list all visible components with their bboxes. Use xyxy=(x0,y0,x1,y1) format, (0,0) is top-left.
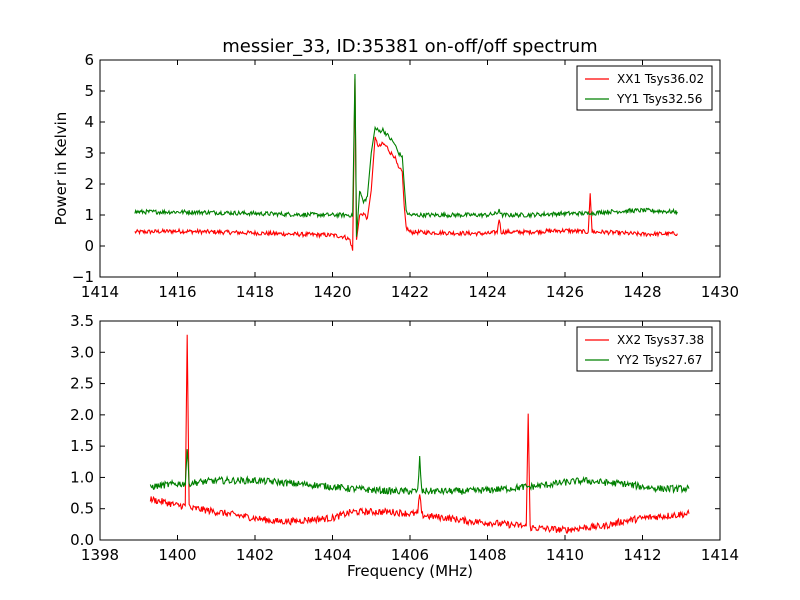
x-tick-label: 1404 xyxy=(313,546,351,564)
x-tick-label: 1412 xyxy=(623,546,661,564)
series-line-yy xyxy=(134,73,678,237)
x-tick-label: 1416 xyxy=(158,283,196,301)
y-tick-label: 1 xyxy=(84,206,94,224)
series-group xyxy=(149,334,690,534)
legend-box xyxy=(576,326,713,372)
figure-title: messier_33, ID:35381 on-off/off spectrum xyxy=(222,36,597,57)
x-tick-label: 1410 xyxy=(546,546,584,564)
legend-box xyxy=(576,65,713,111)
legend: XX2 Tsys37.38 YY2 Tsys27.67 xyxy=(576,326,713,372)
x-tick-label: 1398 xyxy=(81,546,119,564)
x-tick-label: 1406 xyxy=(391,546,429,564)
y-tick-label: 3.0 xyxy=(70,343,94,361)
y-tick-label: 0.5 xyxy=(70,500,94,518)
y-axis-label: Power in Kelvin xyxy=(52,112,70,226)
y-tick-label: 2 xyxy=(84,175,94,193)
y-tick-label: −1 xyxy=(72,268,94,286)
x-tick-label: 1402 xyxy=(236,546,274,564)
y-tick-label: 6 xyxy=(84,51,94,69)
x-tick-label: 1408 xyxy=(468,546,506,564)
series-line-xx xyxy=(134,78,678,251)
legend-label: XX2 Tsys37.38 xyxy=(617,333,704,347)
y-tick-label: 0.0 xyxy=(70,531,94,549)
y-tick-label: 2.5 xyxy=(70,375,94,393)
x-tick-label: 1422 xyxy=(391,283,429,301)
x-tick-label: 1414 xyxy=(81,283,119,301)
x-axis-label: Frequency (MHz) xyxy=(347,562,473,580)
series-group xyxy=(134,73,678,251)
y-tick-label: 0 xyxy=(84,237,94,255)
x-tick-label: 1418 xyxy=(236,283,274,301)
y-tick-label: 4 xyxy=(84,113,94,131)
bottom-spectrum-panel: 1398 1400 1402 1404 1406 1408 1410 1412 1414 0.0 0… xyxy=(70,312,739,580)
series-line-xx xyxy=(149,334,690,534)
x-tick-label: 1420 xyxy=(313,283,351,301)
y-tick-label: 1.0 xyxy=(70,468,94,486)
legend-label: YY2 Tsys27.67 xyxy=(616,353,702,367)
y-tick-label: 2.0 xyxy=(70,406,94,424)
x-tick-label: 1426 xyxy=(546,283,584,301)
x-tick-label: 1430 xyxy=(701,283,739,301)
x-tick-label: 1414 xyxy=(701,546,739,564)
y-tick-label: 5 xyxy=(84,82,94,100)
x-tick-label: 1428 xyxy=(623,283,661,301)
legend-label: YY1 Tsys32.56 xyxy=(616,92,702,106)
y-tick-label: 1.5 xyxy=(70,437,94,455)
legend-label: XX1 Tsys36.02 xyxy=(617,72,704,86)
y-tick-label: 3 xyxy=(84,144,94,162)
y-tick-label: 3.5 xyxy=(70,312,94,330)
top-spectrum-panel: 1414 1416 1418 1420 1422 1424 1426 1428 1430−101… xyxy=(52,51,739,301)
x-tick-label: 1424 xyxy=(468,283,506,301)
x-tick-label: 1400 xyxy=(158,546,196,564)
series-line-yy xyxy=(149,449,690,496)
legend: XX1 Tsys36.02 YY1 Tsys32.56 xyxy=(576,65,713,111)
